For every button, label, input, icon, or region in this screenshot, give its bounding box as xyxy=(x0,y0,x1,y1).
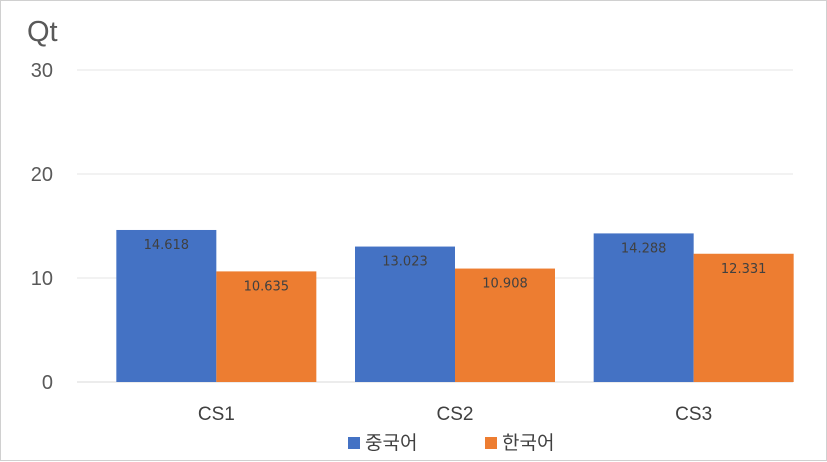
x-tick-label: CS2 xyxy=(437,404,474,425)
legend-label: 한국어 xyxy=(502,432,554,454)
y-axis-ticks: 0 10 20 30 xyxy=(31,60,53,394)
x-tick-label: CS1 xyxy=(198,404,235,425)
data-label: 14.288 xyxy=(621,241,667,256)
x-tick-label: CS3 xyxy=(675,404,712,425)
y-tick-label: 0 xyxy=(42,372,53,394)
bar xyxy=(455,268,555,382)
data-label: 14.618 xyxy=(144,238,190,253)
data-label: 10.908 xyxy=(482,277,528,292)
x-axis-ticks: CS1 CS2 CS3 xyxy=(198,404,712,425)
legend-swatch xyxy=(348,437,360,449)
legend-label: 중국어 xyxy=(365,432,417,454)
y-tick-label: 10 xyxy=(31,268,53,290)
y-axis-label: Qt xyxy=(27,16,58,48)
bar xyxy=(355,246,455,382)
bar xyxy=(593,233,694,382)
legend-swatch xyxy=(485,437,497,449)
bar xyxy=(116,229,217,382)
bar xyxy=(216,271,317,382)
data-label: 10.635 xyxy=(244,279,290,294)
y-tick-label: 20 xyxy=(31,164,53,186)
y-tick-label: 30 xyxy=(31,60,53,82)
data-label: 13.023 xyxy=(382,255,428,270)
bars: 14.618 10.635 13.023 10.908 14.288 12.331 xyxy=(116,229,794,382)
data-label: 12.331 xyxy=(721,262,767,277)
bar xyxy=(693,253,794,382)
legend: 중국어 한국어 xyxy=(348,432,554,454)
